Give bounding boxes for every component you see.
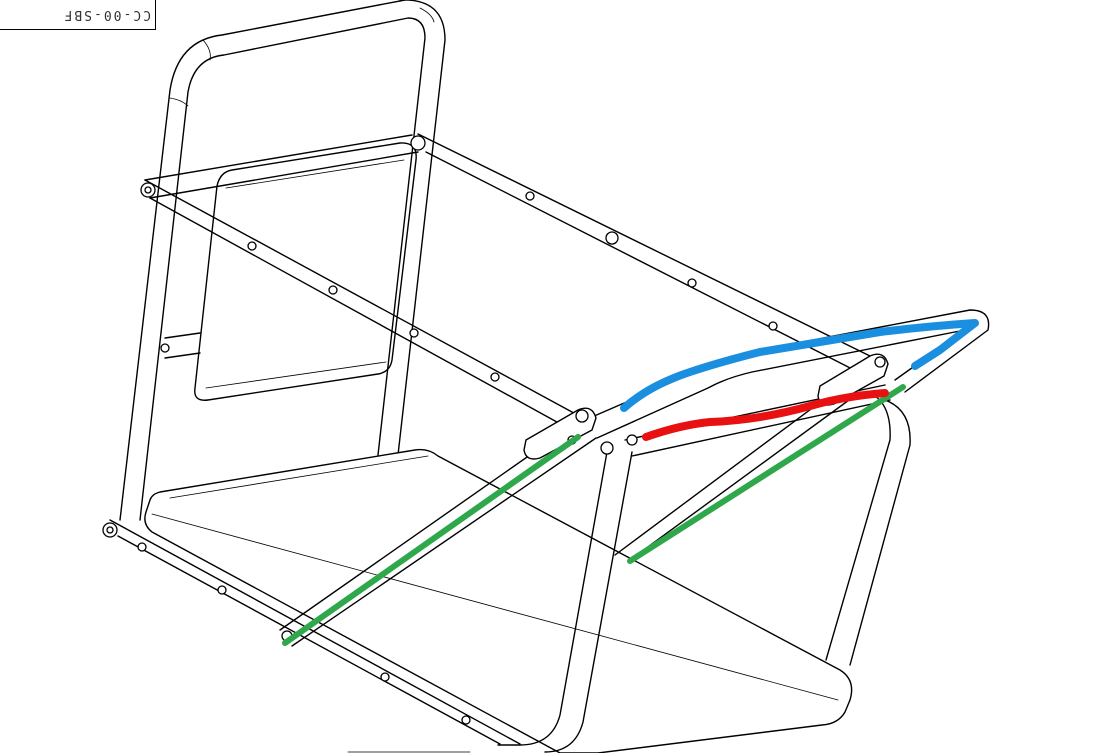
seat-panel bbox=[144, 448, 853, 753]
green-mark-right bbox=[627, 384, 906, 564]
back-frame bbox=[119, 0, 446, 521]
red-mark bbox=[642, 389, 889, 441]
annotation-marks bbox=[282, 319, 979, 646]
green-mark-left bbox=[282, 434, 581, 646]
upper-cross-bars bbox=[144, 134, 419, 359]
blue-mark bbox=[620, 319, 979, 412]
side-rails bbox=[109, 133, 871, 745]
front-folding-frame bbox=[279, 309, 990, 753]
backrest-panel bbox=[194, 142, 417, 401]
